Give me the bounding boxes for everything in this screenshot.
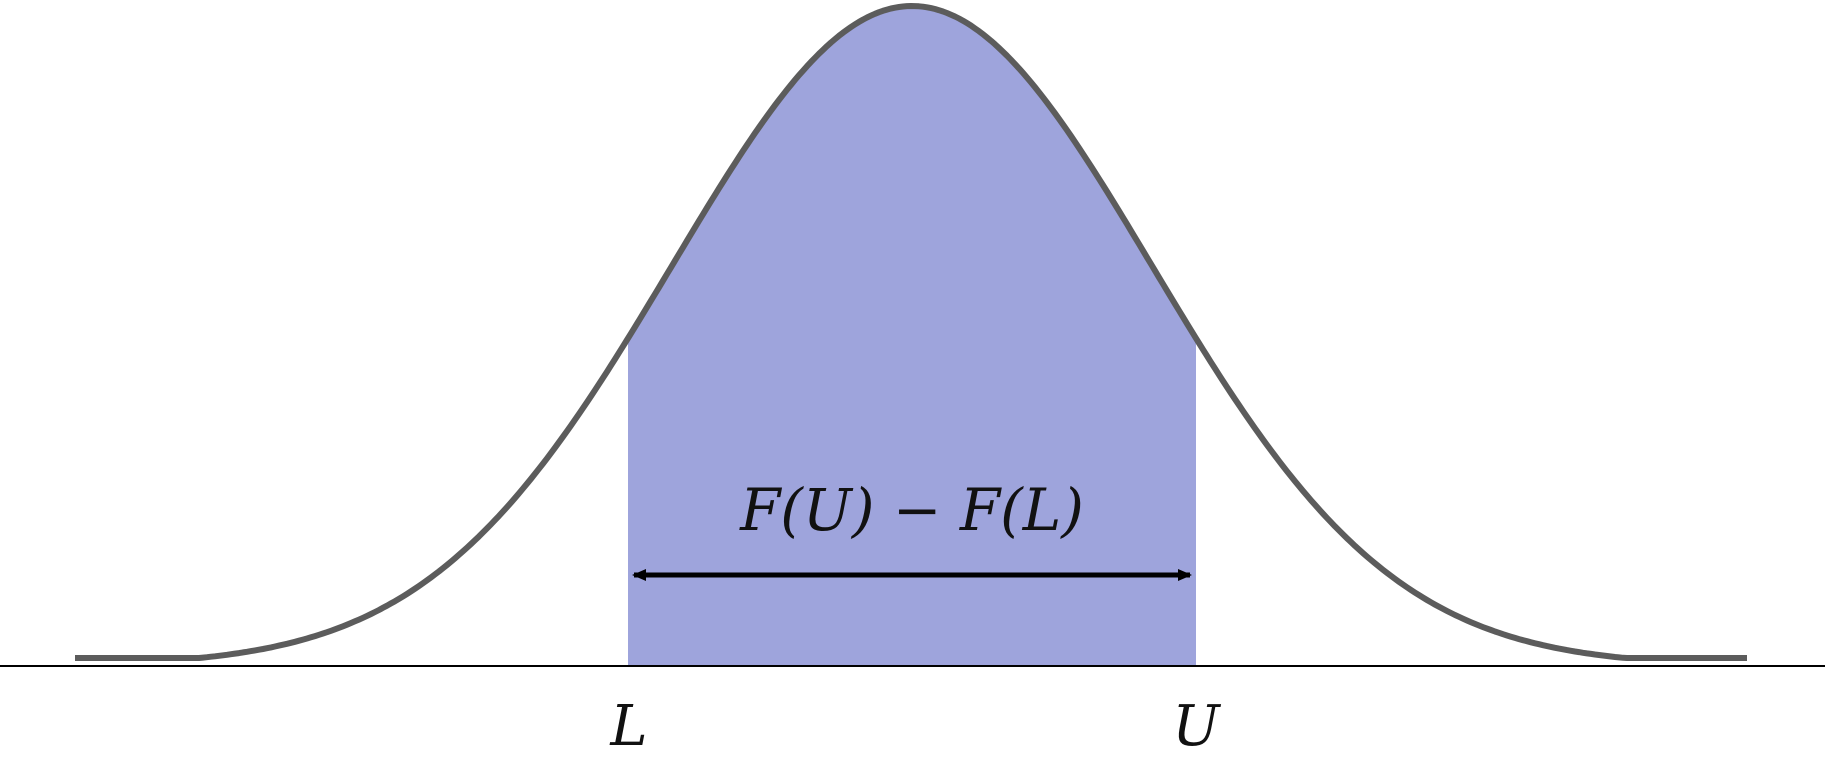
interval-probability-label: F(U) − F(L) [739,476,1084,544]
bell-curve [75,3,1747,661]
probability-shaded-region [628,6,1196,666]
upper-bound-label: U [1172,694,1221,759]
lower-bound-label: L [609,694,647,759]
